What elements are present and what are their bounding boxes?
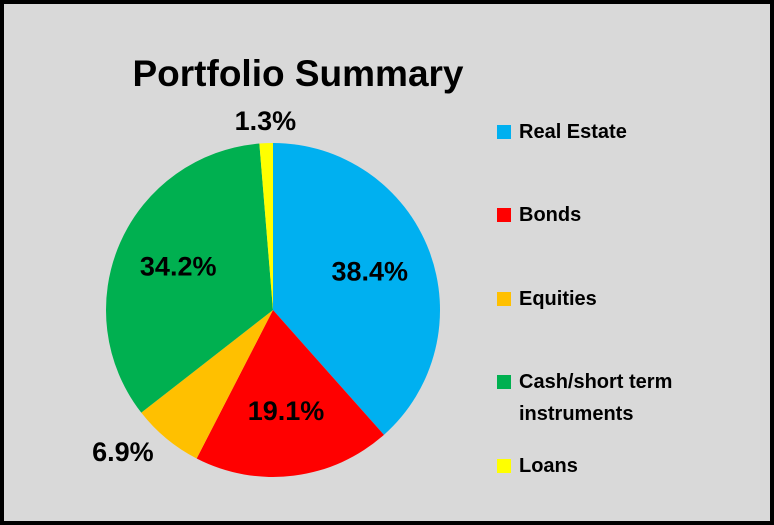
legend-swatch	[497, 208, 511, 222]
legend-swatch	[497, 292, 511, 306]
pie-slice	[196, 310, 384, 477]
pie-slice	[259, 143, 273, 310]
data-label: 1.3%	[235, 106, 297, 136]
legend-item: Loans	[497, 450, 727, 482]
data-label: 19.1%	[248, 396, 325, 426]
legend-item: Cash/short term instruments	[497, 366, 727, 430]
legend-item: Real Estate	[497, 116, 727, 148]
legend-item: Equities	[497, 283, 727, 315]
legend-swatch	[497, 459, 511, 473]
data-label: 6.9%	[92, 437, 154, 467]
legend-label: Cash/short term instruments	[519, 371, 673, 425]
legend-swatch	[497, 125, 511, 139]
data-label: 34.2%	[140, 252, 217, 282]
data-label: 38.4%	[332, 256, 409, 286]
pie-slice	[106, 143, 273, 413]
legend-label: Loans	[519, 455, 578, 477]
legend-label: Equities	[519, 288, 597, 310]
legend-swatch	[497, 375, 511, 389]
chart-title: Portfolio Summary	[133, 53, 464, 94]
pie-slice	[273, 143, 440, 435]
pie-slice	[141, 310, 273, 459]
legend-label: Real Estate	[519, 121, 627, 143]
legend-item: Bonds	[497, 199, 727, 231]
legend-label: Bonds	[519, 204, 582, 226]
